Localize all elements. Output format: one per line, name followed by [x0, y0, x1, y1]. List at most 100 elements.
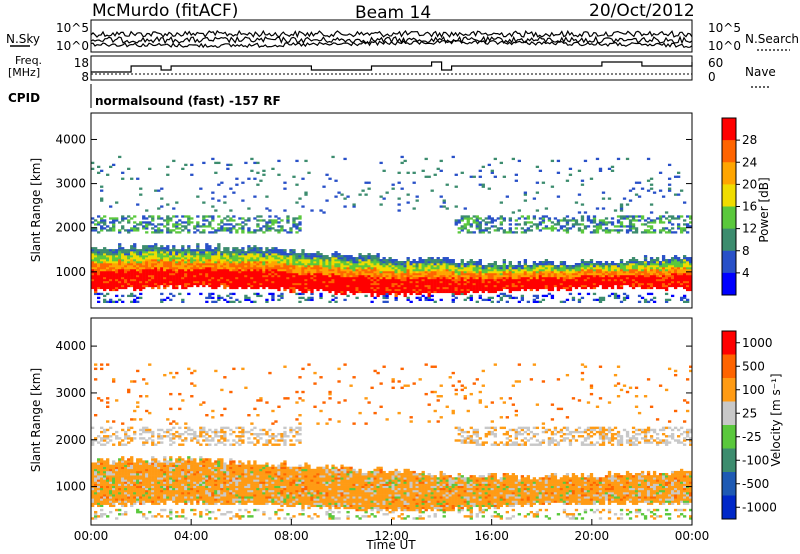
heatmap-cell — [103, 481, 107, 484]
heatmap-cell — [307, 268, 311, 272]
heatmap-cell — [103, 473, 107, 476]
heatmap-cell — [172, 229, 176, 232]
heatmap-cell — [91, 439, 95, 442]
heatmap-cell — [397, 171, 401, 174]
heatmap-cell — [94, 284, 98, 288]
heatmap-cell — [319, 268, 323, 272]
heatmap-cell — [190, 221, 194, 224]
heatmap-cell — [613, 292, 618, 296]
heatmap-cell — [211, 286, 215, 290]
heatmap-cell — [112, 219, 116, 222]
heatmap-cell — [229, 263, 233, 266]
heatmap-cell — [349, 266, 353, 270]
heatmap-cell — [469, 270, 473, 274]
heatmap-cell — [271, 253, 275, 256]
heatmap-cell — [394, 261, 398, 264]
heatmap-cell — [592, 215, 597, 218]
heatmap-cell — [664, 217, 669, 220]
heatmap-cell — [292, 288, 296, 292]
heatmap-cell — [616, 274, 621, 278]
heatmap-cell — [469, 263, 473, 266]
heatmap-cell — [259, 259, 263, 262]
heatmap-cell — [91, 473, 95, 476]
heatmap-cell — [658, 263, 663, 266]
heatmap-cell — [163, 282, 167, 286]
heatmap-cell — [499, 280, 503, 284]
heatmap-cell — [100, 268, 104, 272]
heatmap-cell — [649, 272, 654, 276]
heatmap-cell — [364, 278, 368, 282]
heatmap-cell — [463, 223, 467, 226]
heatmap-cell — [367, 263, 371, 266]
heatmap-cell — [436, 270, 440, 274]
heatmap-cell — [322, 274, 326, 278]
heatmap-cell — [361, 284, 365, 288]
heatmap-cell — [646, 264, 651, 268]
heatmap-cell — [487, 270, 491, 274]
heatmap-cell — [598, 296, 603, 300]
heatmap-cell — [439, 264, 443, 268]
heatmap-cell — [583, 264, 588, 268]
heatmap-cell — [514, 219, 518, 222]
heatmap-cell — [115, 253, 119, 256]
heatmap-cell — [406, 290, 410, 294]
heatmap-cell — [418, 292, 422, 296]
heatmap-cell — [328, 274, 332, 278]
heatmap-cell — [670, 257, 675, 260]
heatmap-cell — [496, 300, 500, 304]
heatmap-cell — [469, 175, 473, 178]
heatmap-cell — [643, 264, 648, 268]
heatmap-cell — [118, 500, 122, 503]
heatmap-cell — [454, 290, 458, 294]
heatmap-cell — [211, 249, 215, 252]
heatmap-cell — [676, 276, 681, 280]
heatmap-cell — [409, 272, 413, 276]
heatmap-cell — [160, 259, 164, 262]
heatmap-cell — [619, 300, 624, 304]
heatmap-cell — [490, 276, 494, 280]
heatmap-cell — [175, 257, 179, 260]
heatmap-cell — [463, 266, 467, 270]
heatmap-cell — [115, 272, 119, 276]
heatmap-cell — [223, 261, 227, 264]
heatmap-cell — [175, 268, 179, 272]
colorbar-cell — [722, 140, 736, 163]
heatmap-cell — [220, 253, 224, 256]
heatmap-cell — [349, 264, 353, 268]
heatmap-cell — [118, 278, 122, 282]
heatmap-cell — [316, 280, 320, 284]
heatmap-cell — [391, 278, 395, 282]
heatmap-cell — [469, 278, 473, 282]
heatmap-cell — [259, 282, 263, 286]
heatmap-cell — [169, 278, 173, 282]
heatmap-cell — [97, 496, 101, 499]
heatmap-cell — [100, 270, 104, 274]
heatmap-cell — [232, 261, 236, 264]
heatmap-cell — [328, 264, 332, 268]
heatmap-cell — [652, 268, 657, 272]
heatmap-cell — [91, 257, 95, 260]
heatmap-cell — [166, 245, 170, 248]
heatmap-cell — [220, 259, 224, 262]
heatmap-cell — [394, 278, 398, 282]
heatmap-cell — [667, 219, 672, 222]
heatmap-cell — [286, 282, 290, 286]
heatmap-cell — [463, 225, 467, 228]
heatmap-cell — [307, 266, 311, 270]
heatmap-cell — [256, 253, 260, 256]
heatmap-cell — [664, 282, 669, 286]
heatmap-cell — [466, 268, 470, 272]
heatmap-cell — [91, 229, 95, 232]
heatmap-cell — [91, 251, 95, 254]
heatmap-cell — [463, 292, 467, 296]
heatmap-cell — [97, 292, 101, 296]
heatmap-cell — [622, 276, 627, 280]
heatmap-cell — [148, 263, 152, 266]
heatmap-cell — [322, 284, 326, 288]
heatmap-cell — [145, 251, 149, 254]
heatmap-cell — [166, 253, 170, 256]
heatmap-cell — [109, 502, 113, 505]
heatmap-cell — [151, 270, 155, 274]
heatmap-cell — [253, 266, 257, 270]
heatmap-cell — [394, 264, 398, 268]
